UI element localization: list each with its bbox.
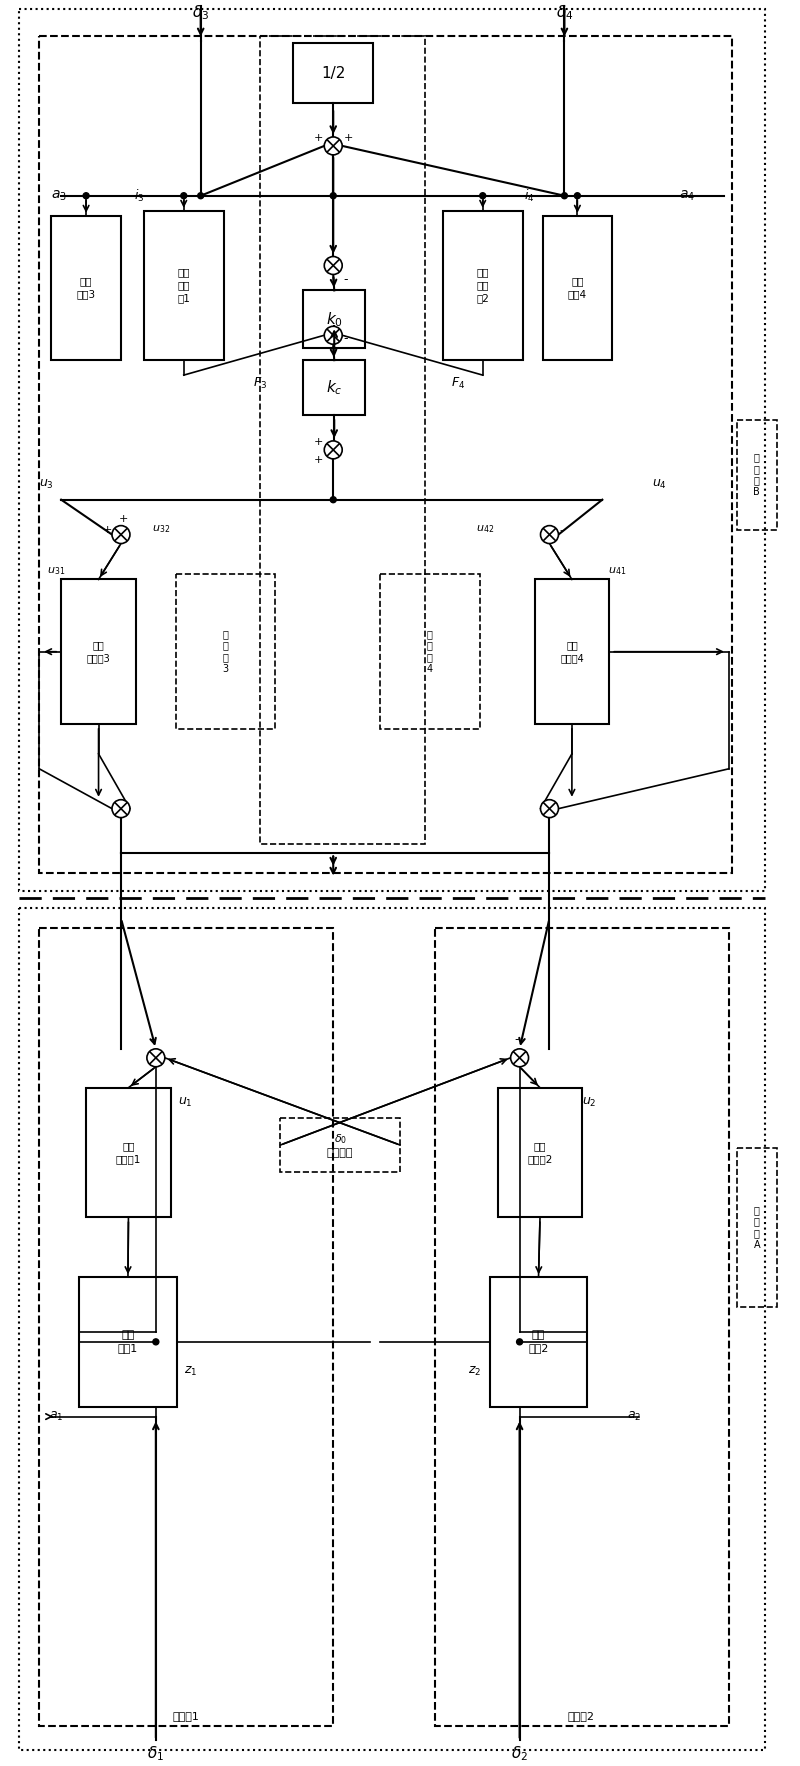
Text: 悬浮点2: 悬浮点2 — [568, 1711, 595, 1720]
Text: 磁力
观测
器2: 磁力 观测 器2 — [476, 267, 489, 304]
Text: $\delta_2$: $\delta_2$ — [511, 1745, 528, 1762]
Circle shape — [517, 1339, 522, 1346]
Bar — [303, 360, 365, 415]
Bar — [294, 42, 373, 102]
Text: -: - — [343, 332, 347, 344]
Bar — [51, 215, 121, 360]
Text: 悬浮
控制器4: 悬浮 控制器4 — [560, 639, 584, 664]
Text: $a_1$: $a_1$ — [49, 1409, 63, 1423]
Bar — [542, 215, 612, 360]
Text: +: + — [314, 436, 323, 447]
Text: -: - — [514, 1033, 519, 1047]
Text: $\delta_4$: $\delta_4$ — [556, 4, 573, 23]
Text: $u_2$: $u_2$ — [582, 1097, 597, 1109]
Text: $z_1$: $z_1$ — [184, 1365, 198, 1377]
Text: $k_0$: $k_0$ — [326, 311, 342, 328]
Circle shape — [324, 256, 342, 274]
Text: $i_4$: $i_4$ — [524, 187, 534, 203]
Bar — [498, 1088, 582, 1217]
Text: $a_4$: $a_4$ — [679, 189, 695, 203]
Text: -: - — [343, 274, 347, 286]
Bar — [39, 929, 334, 1725]
Bar — [79, 1277, 177, 1408]
Text: $u_{42}$: $u_{42}$ — [476, 525, 494, 535]
Circle shape — [147, 1049, 165, 1067]
Bar — [19, 908, 765, 1750]
Bar — [144, 210, 224, 360]
Text: 悬浮点1: 悬浮点1 — [172, 1711, 199, 1720]
Bar — [380, 574, 480, 729]
Text: 磁力
观测
器1: 磁力 观测 器1 — [178, 267, 190, 304]
Circle shape — [112, 800, 130, 818]
Bar — [737, 420, 777, 530]
Text: $\delta_3$: $\delta_3$ — [192, 4, 210, 23]
Text: $k_c$: $k_c$ — [326, 378, 342, 397]
Circle shape — [330, 192, 336, 200]
Bar — [261, 37, 425, 844]
Text: 悬浮
控制器2: 悬浮 控制器2 — [527, 1141, 553, 1164]
Text: $\delta_1$: $\delta_1$ — [147, 1745, 164, 1762]
Text: -: - — [150, 1033, 155, 1047]
Text: 悬浮
模块1: 悬浮 模块1 — [118, 1330, 138, 1353]
Text: 悬浮
模块2: 悬浮 模块2 — [528, 1330, 549, 1353]
Text: 磁
模
块
B: 磁 模 块 B — [754, 452, 760, 498]
Bar — [19, 9, 765, 892]
Text: $F_4$: $F_4$ — [450, 376, 465, 390]
Bar — [176, 574, 275, 729]
Bar — [61, 579, 136, 724]
Bar — [435, 929, 729, 1725]
Bar — [534, 579, 610, 724]
Circle shape — [324, 138, 342, 155]
Text: 悬浮
控制器1: 悬浮 控制器1 — [116, 1141, 141, 1164]
Circle shape — [562, 192, 567, 200]
Bar — [281, 1118, 400, 1173]
Circle shape — [181, 192, 186, 200]
Circle shape — [324, 327, 342, 344]
Text: 悬浮
控制器3: 悬浮 控制器3 — [86, 639, 110, 664]
Circle shape — [574, 192, 580, 200]
Text: $a_2$: $a_2$ — [627, 1409, 642, 1423]
Text: 悬浮
模块4: 悬浮 模块4 — [568, 275, 587, 300]
Text: +: + — [314, 456, 323, 464]
Text: +: + — [119, 514, 129, 525]
Circle shape — [83, 192, 89, 200]
Text: $i_3$: $i_3$ — [134, 187, 144, 203]
Text: $u_4$: $u_4$ — [652, 479, 666, 491]
Text: $z_2$: $z_2$ — [468, 1365, 482, 1377]
Circle shape — [198, 192, 204, 200]
Bar — [443, 210, 522, 360]
Text: $u_{32}$: $u_{32}$ — [152, 525, 170, 535]
Bar — [39, 37, 732, 874]
Text: $u_{41}$: $u_{41}$ — [608, 565, 626, 577]
Text: 悬
浮
点
4: 悬 浮 点 4 — [427, 629, 433, 673]
Circle shape — [112, 526, 130, 544]
Text: $a_3$: $a_3$ — [51, 189, 67, 203]
Text: -: - — [559, 525, 563, 535]
Text: $\delta_0$
设定间隙: $\delta_0$ 设定间隙 — [327, 1132, 354, 1158]
Text: 磁
模
块
A: 磁 模 块 A — [754, 1204, 760, 1250]
Text: $u_1$: $u_1$ — [178, 1097, 193, 1109]
Bar — [737, 1148, 777, 1307]
Circle shape — [510, 1049, 529, 1067]
Bar — [303, 290, 365, 348]
Text: +: + — [343, 132, 353, 143]
Text: $u_3$: $u_3$ — [39, 479, 54, 491]
Text: $F_3$: $F_3$ — [254, 376, 267, 390]
Text: 悬
浮
点
3: 悬 浮 点 3 — [222, 629, 229, 673]
Text: +: + — [314, 132, 323, 143]
Text: +: + — [102, 525, 112, 535]
Circle shape — [324, 442, 342, 459]
Bar — [86, 1088, 170, 1217]
Text: 悬浮
模块3: 悬浮 模块3 — [77, 275, 96, 300]
Circle shape — [541, 800, 558, 818]
Circle shape — [153, 1339, 159, 1346]
Text: 1/2: 1/2 — [321, 65, 346, 81]
Text: $u_{31}$: $u_{31}$ — [47, 565, 66, 577]
Bar — [490, 1277, 587, 1408]
Circle shape — [480, 192, 486, 200]
Circle shape — [541, 526, 558, 544]
Circle shape — [330, 496, 336, 503]
